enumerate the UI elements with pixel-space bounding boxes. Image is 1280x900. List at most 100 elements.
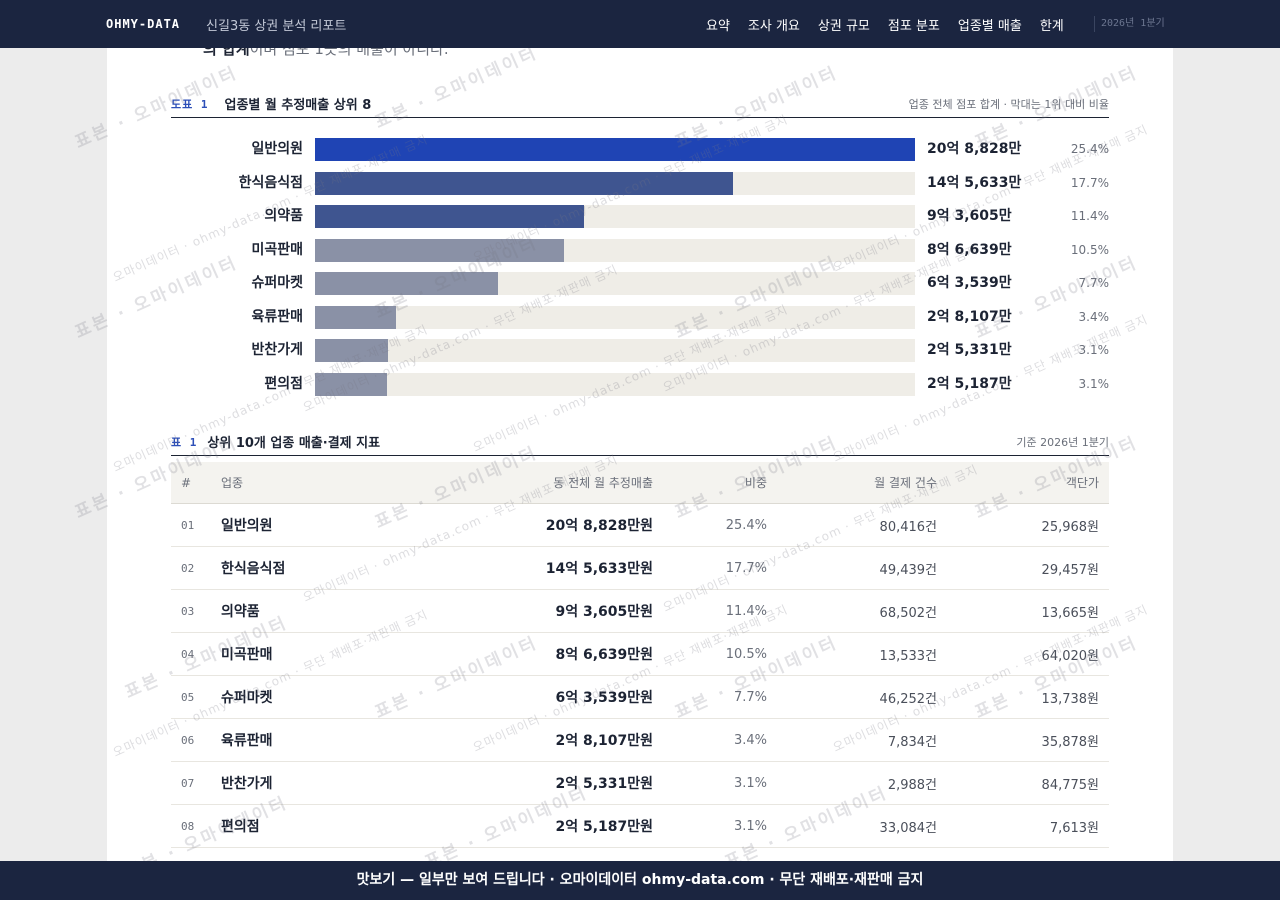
col-header-index: # bbox=[181, 475, 192, 490]
figure-title: 업종별 월 추정매출 상위 8 bbox=[224, 98, 372, 113]
row-category: 한식음식점 bbox=[221, 561, 286, 577]
bar-category-label: 반찬가게 bbox=[251, 342, 303, 358]
bar-share-label: 17.7% bbox=[1070, 175, 1109, 190]
bar-category-label: 편의점 bbox=[264, 375, 303, 392]
nav-link-store-distribution[interactable]: 점포 분포 bbox=[887, 18, 940, 34]
top-navigation: OHMY-DATA 신길3동 상권 분석 리포트 요약 조사 개요 상권 규모 … bbox=[0, 0, 1280, 48]
bar-category-label: 미곡판매 bbox=[251, 241, 303, 258]
table-row: 03 의약품 9억 3,605만원 11.4% 68,502건 13,665원 bbox=[171, 590, 1109, 633]
row-share: 10.5% bbox=[725, 646, 767, 662]
sales-bar-chart: 일반의원 20억 8,828만 25.4% 한식음식점 14억 5,633만 17.7% 의… bbox=[171, 138, 1109, 408]
bar-value-label: 14억 5,633만 bbox=[927, 174, 1022, 191]
col-header-category: 업종 bbox=[221, 476, 244, 490]
bar-row: 슈퍼마켓 6억 3,539만 7.7% bbox=[171, 272, 1109, 295]
bar bbox=[315, 238, 564, 262]
bar bbox=[315, 171, 734, 195]
period-badge: 2026년 1분기 bbox=[1094, 16, 1280, 32]
bar-share-label: 7.7% bbox=[1078, 276, 1110, 290]
row-category: 의약품 bbox=[221, 604, 260, 620]
row-avg-price: 7,613원 bbox=[1049, 820, 1099, 836]
bar bbox=[315, 138, 915, 161]
row-index: 06 bbox=[181, 733, 195, 747]
row-share: 17.7% bbox=[725, 560, 767, 576]
intro-text-fragment: 의 합계이며 점포 1곳의 매출이 아니다. bbox=[203, 48, 449, 59]
bar-value-label: 2억 5,187만 bbox=[927, 375, 1012, 392]
row-payment-count: 49,439건 bbox=[879, 562, 937, 578]
table-note: 기준 2026년 1분기 bbox=[1016, 435, 1109, 449]
intro-bold: 의 합계 bbox=[203, 48, 250, 58]
bar-track bbox=[315, 238, 915, 262]
bar-value-label: 6억 3,539만 bbox=[927, 275, 1012, 291]
row-sales: 2억 8,107만원 bbox=[555, 733, 653, 749]
row-sales: 9억 3,605만원 bbox=[555, 604, 653, 620]
report-page: 의 합계이며 점포 1곳의 매출이 아니다. 도표 1 업종별 월 추정매출 상… bbox=[107, 48, 1173, 861]
row-payment-count: 46,252건 bbox=[879, 691, 937, 707]
row-category: 슈퍼마켓 bbox=[221, 690, 273, 706]
row-category: 반찬가게 bbox=[221, 776, 273, 792]
bar-category-label: 한식음식점 bbox=[238, 174, 303, 191]
bar-value-label: 8억 6,639만 bbox=[927, 241, 1012, 258]
report-title: 신길3동 상권 분석 리포트 bbox=[206, 18, 347, 34]
table-row: 02 한식음식점 14억 5,633만원 17.7% 49,439건 29,457원 bbox=[171, 547, 1109, 590]
row-sales: 14억 5,633만원 bbox=[545, 561, 653, 577]
row-share: 7.7% bbox=[733, 689, 767, 705]
bar bbox=[315, 205, 584, 228]
bar-share-label: 11.4% bbox=[1070, 209, 1109, 223]
bar bbox=[315, 305, 396, 329]
figure-1-header: 도표 1 업종별 월 추정매출 상위 8 업종 전체 점포 합계 · 막대는 1… bbox=[171, 90, 1109, 118]
bar-track bbox=[315, 272, 915, 295]
bar-share-label: 3.4% bbox=[1078, 309, 1110, 324]
bar-track bbox=[315, 305, 915, 329]
bar-category-label: 의약품 bbox=[264, 208, 303, 224]
col-header-share: 비중 bbox=[744, 476, 767, 490]
bar-value-label: 2억 5,331만 bbox=[927, 342, 1012, 358]
figure-note: 업종 전체 점포 합계 · 막대는 1위 대비 비율 bbox=[908, 97, 1109, 111]
row-category: 육류판매 bbox=[221, 733, 273, 749]
row-share: 25.4% bbox=[725, 517, 767, 533]
table-row: 06 육류판매 2억 8,107만원 3.4% 7,834건 35,878원 bbox=[171, 719, 1109, 762]
bar-category-label: 슈퍼마켓 bbox=[251, 275, 303, 291]
bar-row: 육류판매 2억 8,107만 3.4% bbox=[171, 305, 1110, 329]
row-sales: 6억 3,539만원 bbox=[555, 690, 653, 706]
table-1-header: 표 1 상위 10개 업종 매출·결제 지표 기준 2026년 1분기 bbox=[171, 428, 1109, 456]
figure-label: 도표 1 bbox=[171, 97, 209, 111]
row-avg-price: 25,968원 bbox=[1041, 519, 1099, 535]
row-index: 05 bbox=[181, 690, 195, 704]
row-share: 11.4% bbox=[725, 603, 767, 619]
bar-share-label: 3.1% bbox=[1078, 343, 1110, 357]
table-title: 상위 10개 업종 매출·결제 지표 bbox=[207, 436, 381, 451]
brand-logo[interactable]: OHMY-DATA bbox=[106, 17, 181, 31]
bar-share-label: 10.5% bbox=[1070, 242, 1109, 257]
col-header-avg-price: 객단가 bbox=[1065, 476, 1099, 490]
bar-row: 미곡판매 8억 6,639만 10.5% bbox=[171, 238, 1109, 262]
row-index: 07 bbox=[181, 776, 195, 790]
row-sales: 2억 5,187만원 bbox=[555, 819, 653, 835]
row-index: 04 bbox=[181, 647, 195, 661]
row-share: 3.1% bbox=[733, 818, 767, 834]
bar-row: 편의점 2억 5,187만 3.1% bbox=[171, 372, 1109, 396]
col-header-count: 월 결제 건수 bbox=[874, 476, 937, 490]
nav-link-sales-by-category[interactable]: 업종별 매출 bbox=[957, 18, 1022, 34]
row-avg-price: 13,665원 bbox=[1041, 605, 1099, 621]
nav-link-scale[interactable]: 상권 규모 bbox=[817, 18, 870, 34]
row-payment-count: 13,533건 bbox=[879, 648, 937, 664]
row-payment-count: 2,988건 bbox=[887, 777, 937, 793]
col-header-sales: 동 전체 월 추정매출 bbox=[553, 476, 653, 490]
table-row: 04 미곡판매 8억 6,639만원 10.5% 13,533건 64,020원 bbox=[171, 633, 1109, 676]
row-category: 미곡판매 bbox=[221, 647, 273, 663]
nav-link-summary[interactable]: 요약 bbox=[706, 18, 730, 34]
nav-link-overview[interactable]: 조사 개요 bbox=[747, 18, 800, 34]
nav-link-limitations[interactable]: 한계 bbox=[1039, 18, 1064, 34]
bar-row: 반찬가게 2억 5,331만 3.1% bbox=[171, 339, 1109, 362]
row-category: 편의점 bbox=[221, 819, 260, 835]
row-payment-count: 68,502건 bbox=[879, 605, 937, 621]
row-index: 08 bbox=[181, 819, 195, 833]
row-payment-count: 7,834건 bbox=[887, 734, 937, 750]
nav-links: 요약 조사 개요 상권 규모 점포 분포 업종별 매출 한계 bbox=[706, 0, 1064, 48]
bar bbox=[315, 339, 388, 362]
bar-track bbox=[315, 138, 915, 161]
bar-track bbox=[315, 205, 915, 228]
row-avg-price: 35,878원 bbox=[1041, 734, 1099, 750]
bar-track bbox=[315, 171, 915, 195]
bar-value-label: 20억 8,828만 bbox=[927, 141, 1022, 157]
